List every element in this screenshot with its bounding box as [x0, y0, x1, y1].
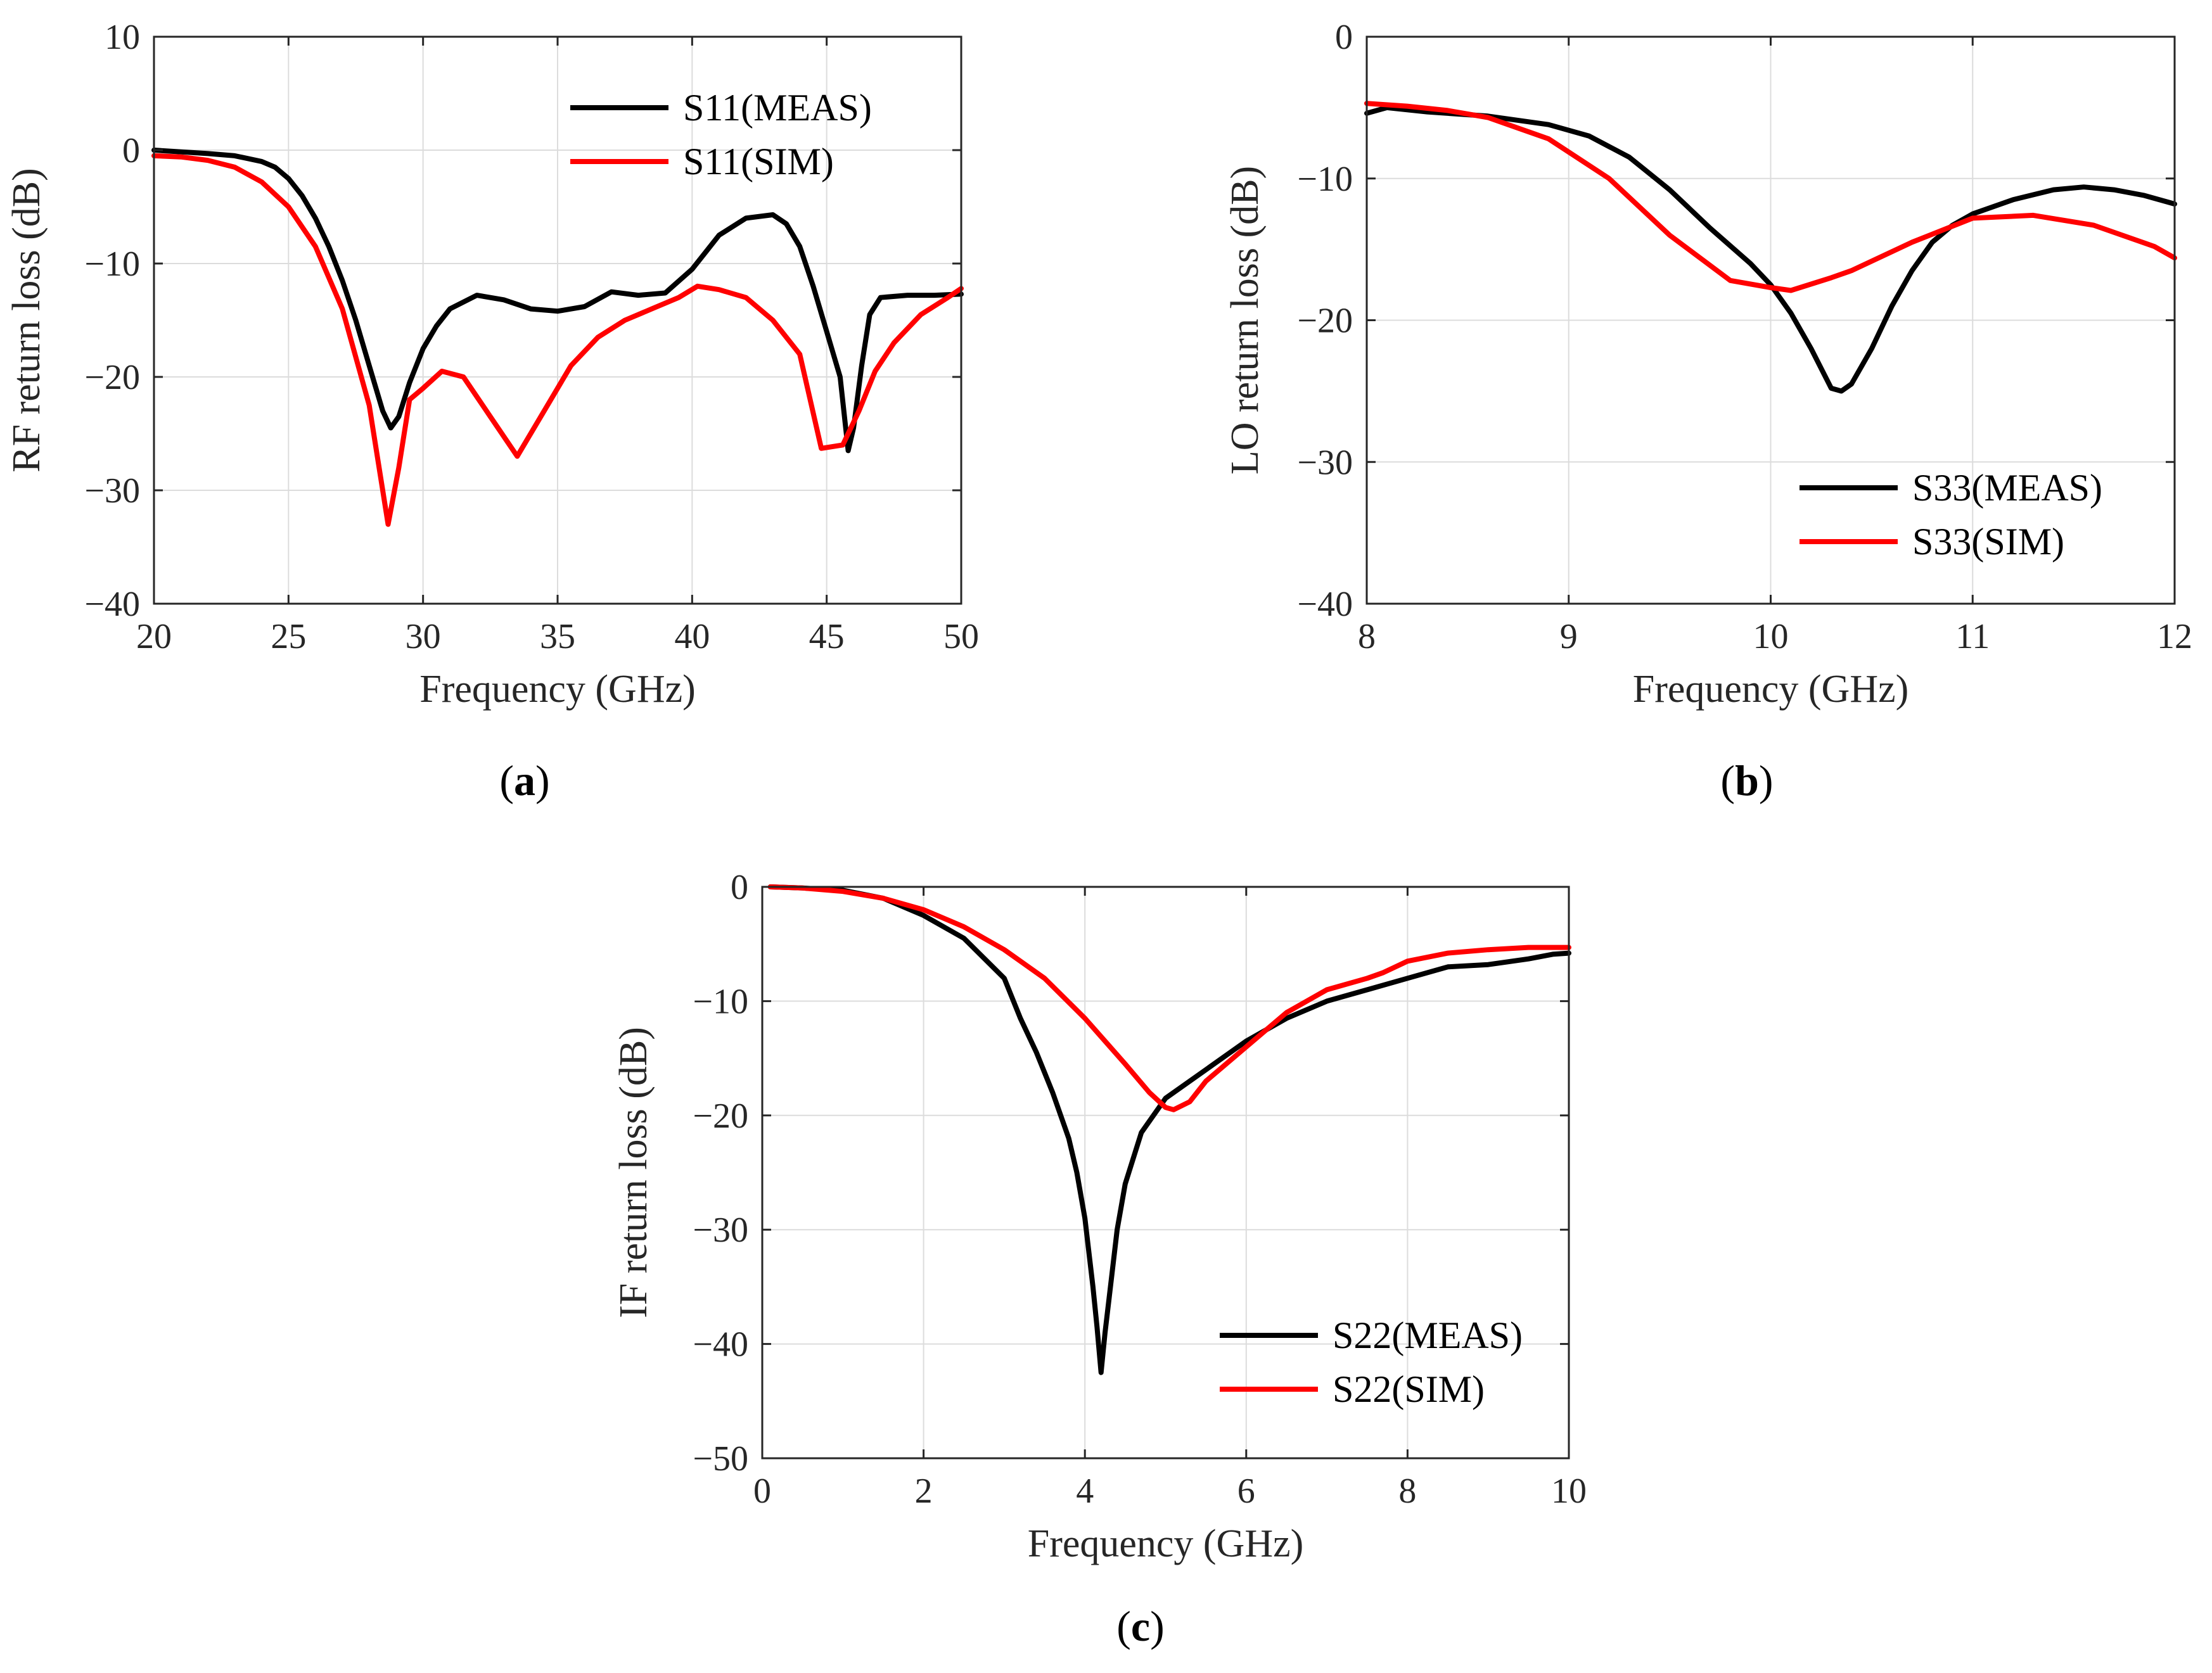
x-tick-label: 12: [2157, 617, 2192, 656]
x-tick-label: 4: [1076, 1472, 1094, 1511]
x-tick-label: 35: [540, 617, 575, 656]
x-tick-label: 11: [1955, 617, 1990, 656]
chart-panel-a: 20 25 30 35 40 45 50 −40 −30 −20 −10 0 10 Frequency (…: [5, 18, 979, 805]
x-axis-label: Frequency (GHz): [419, 668, 696, 711]
y-tick-label: −10: [693, 982, 748, 1021]
x-axis-label: Frequency (GHz): [1028, 1522, 1304, 1565]
x-tick-label: 8: [1358, 617, 1376, 656]
y-tick-label: 0: [731, 868, 748, 907]
series-line-sim: [151, 153, 964, 527]
y-tick-label: 10: [105, 18, 140, 57]
y-tick-label: −40: [693, 1325, 748, 1364]
panel-caption: (c): [1116, 1602, 1165, 1650]
x-tick-label: 30: [406, 617, 441, 656]
series-line-meas: [1364, 105, 2177, 394]
series-line-meas: [767, 884, 1571, 1375]
legend-label: S22(SIM): [1333, 1368, 1485, 1410]
y-tick-label: −40: [84, 585, 140, 624]
y-axis-label: LO return loss (dB): [1224, 166, 1267, 474]
x-tick-label: 9: [1560, 617, 1578, 656]
x-axis-label: Frequency (GHz): [1633, 668, 1909, 711]
y-tick-label: −10: [84, 245, 140, 284]
plot-area: [762, 887, 1569, 1458]
legend-label: S11(MEAS): [683, 87, 872, 129]
x-tick-label: 2: [915, 1472, 933, 1511]
legend-label: S22(MEAS): [1333, 1314, 1523, 1356]
x-tick-label: 40: [674, 617, 710, 656]
y-tick-label: −10: [1297, 160, 1353, 199]
y-tick-label: −30: [84, 471, 140, 511]
y-tick-label: −30: [1297, 443, 1353, 482]
x-tick-label: 25: [271, 617, 306, 656]
x-tick-label: 10: [1551, 1472, 1587, 1511]
x-tick-label: 20: [136, 617, 172, 656]
chart-panel-c: 0 2 4 6 8 10 −50 −40 −30 −20 −10 0 Frequency (GHz) IF…: [612, 868, 1587, 1650]
panel-caption: (b): [1720, 756, 1773, 805]
x-tick-label: 6: [1237, 1472, 1255, 1511]
x-tick-label: 45: [809, 617, 845, 656]
y-tick-label: −20: [1297, 302, 1353, 341]
legend-label: S33(SIM): [1912, 521, 2064, 563]
panel-caption: (a): [499, 756, 549, 805]
y-tick-label: −20: [84, 358, 140, 397]
x-tick-label: 8: [1398, 1472, 1416, 1511]
chart-panel-b: 8 9 10 11 12 −40 −30 −20 −10 0 Frequency (GHz) LO r…: [1224, 18, 2192, 805]
y-tick-label: 0: [1335, 18, 1353, 57]
legend-label: S33(MEAS): [1912, 467, 2102, 509]
y-tick-label: 0: [122, 131, 140, 170]
x-tick-label: 0: [753, 1472, 771, 1511]
series-line-sim: [1364, 101, 2177, 293]
y-tick-label: −20: [693, 1097, 748, 1136]
y-tick-label: −30: [693, 1211, 748, 1250]
legend-label: S11(SIM): [683, 141, 834, 182]
y-tick-label: −40: [1297, 585, 1353, 624]
y-axis-label: IF return loss (dB): [612, 1027, 655, 1318]
x-tick-label: 50: [943, 617, 979, 656]
series-line-meas: [151, 148, 964, 454]
x-tick-label: 10: [1753, 617, 1789, 656]
y-axis-label: RF return loss (dB): [5, 168, 48, 473]
plot-frame: [761, 886, 1570, 1460]
series-line-sim: [767, 884, 1571, 1112]
y-tick-label: −50: [693, 1439, 748, 1479]
